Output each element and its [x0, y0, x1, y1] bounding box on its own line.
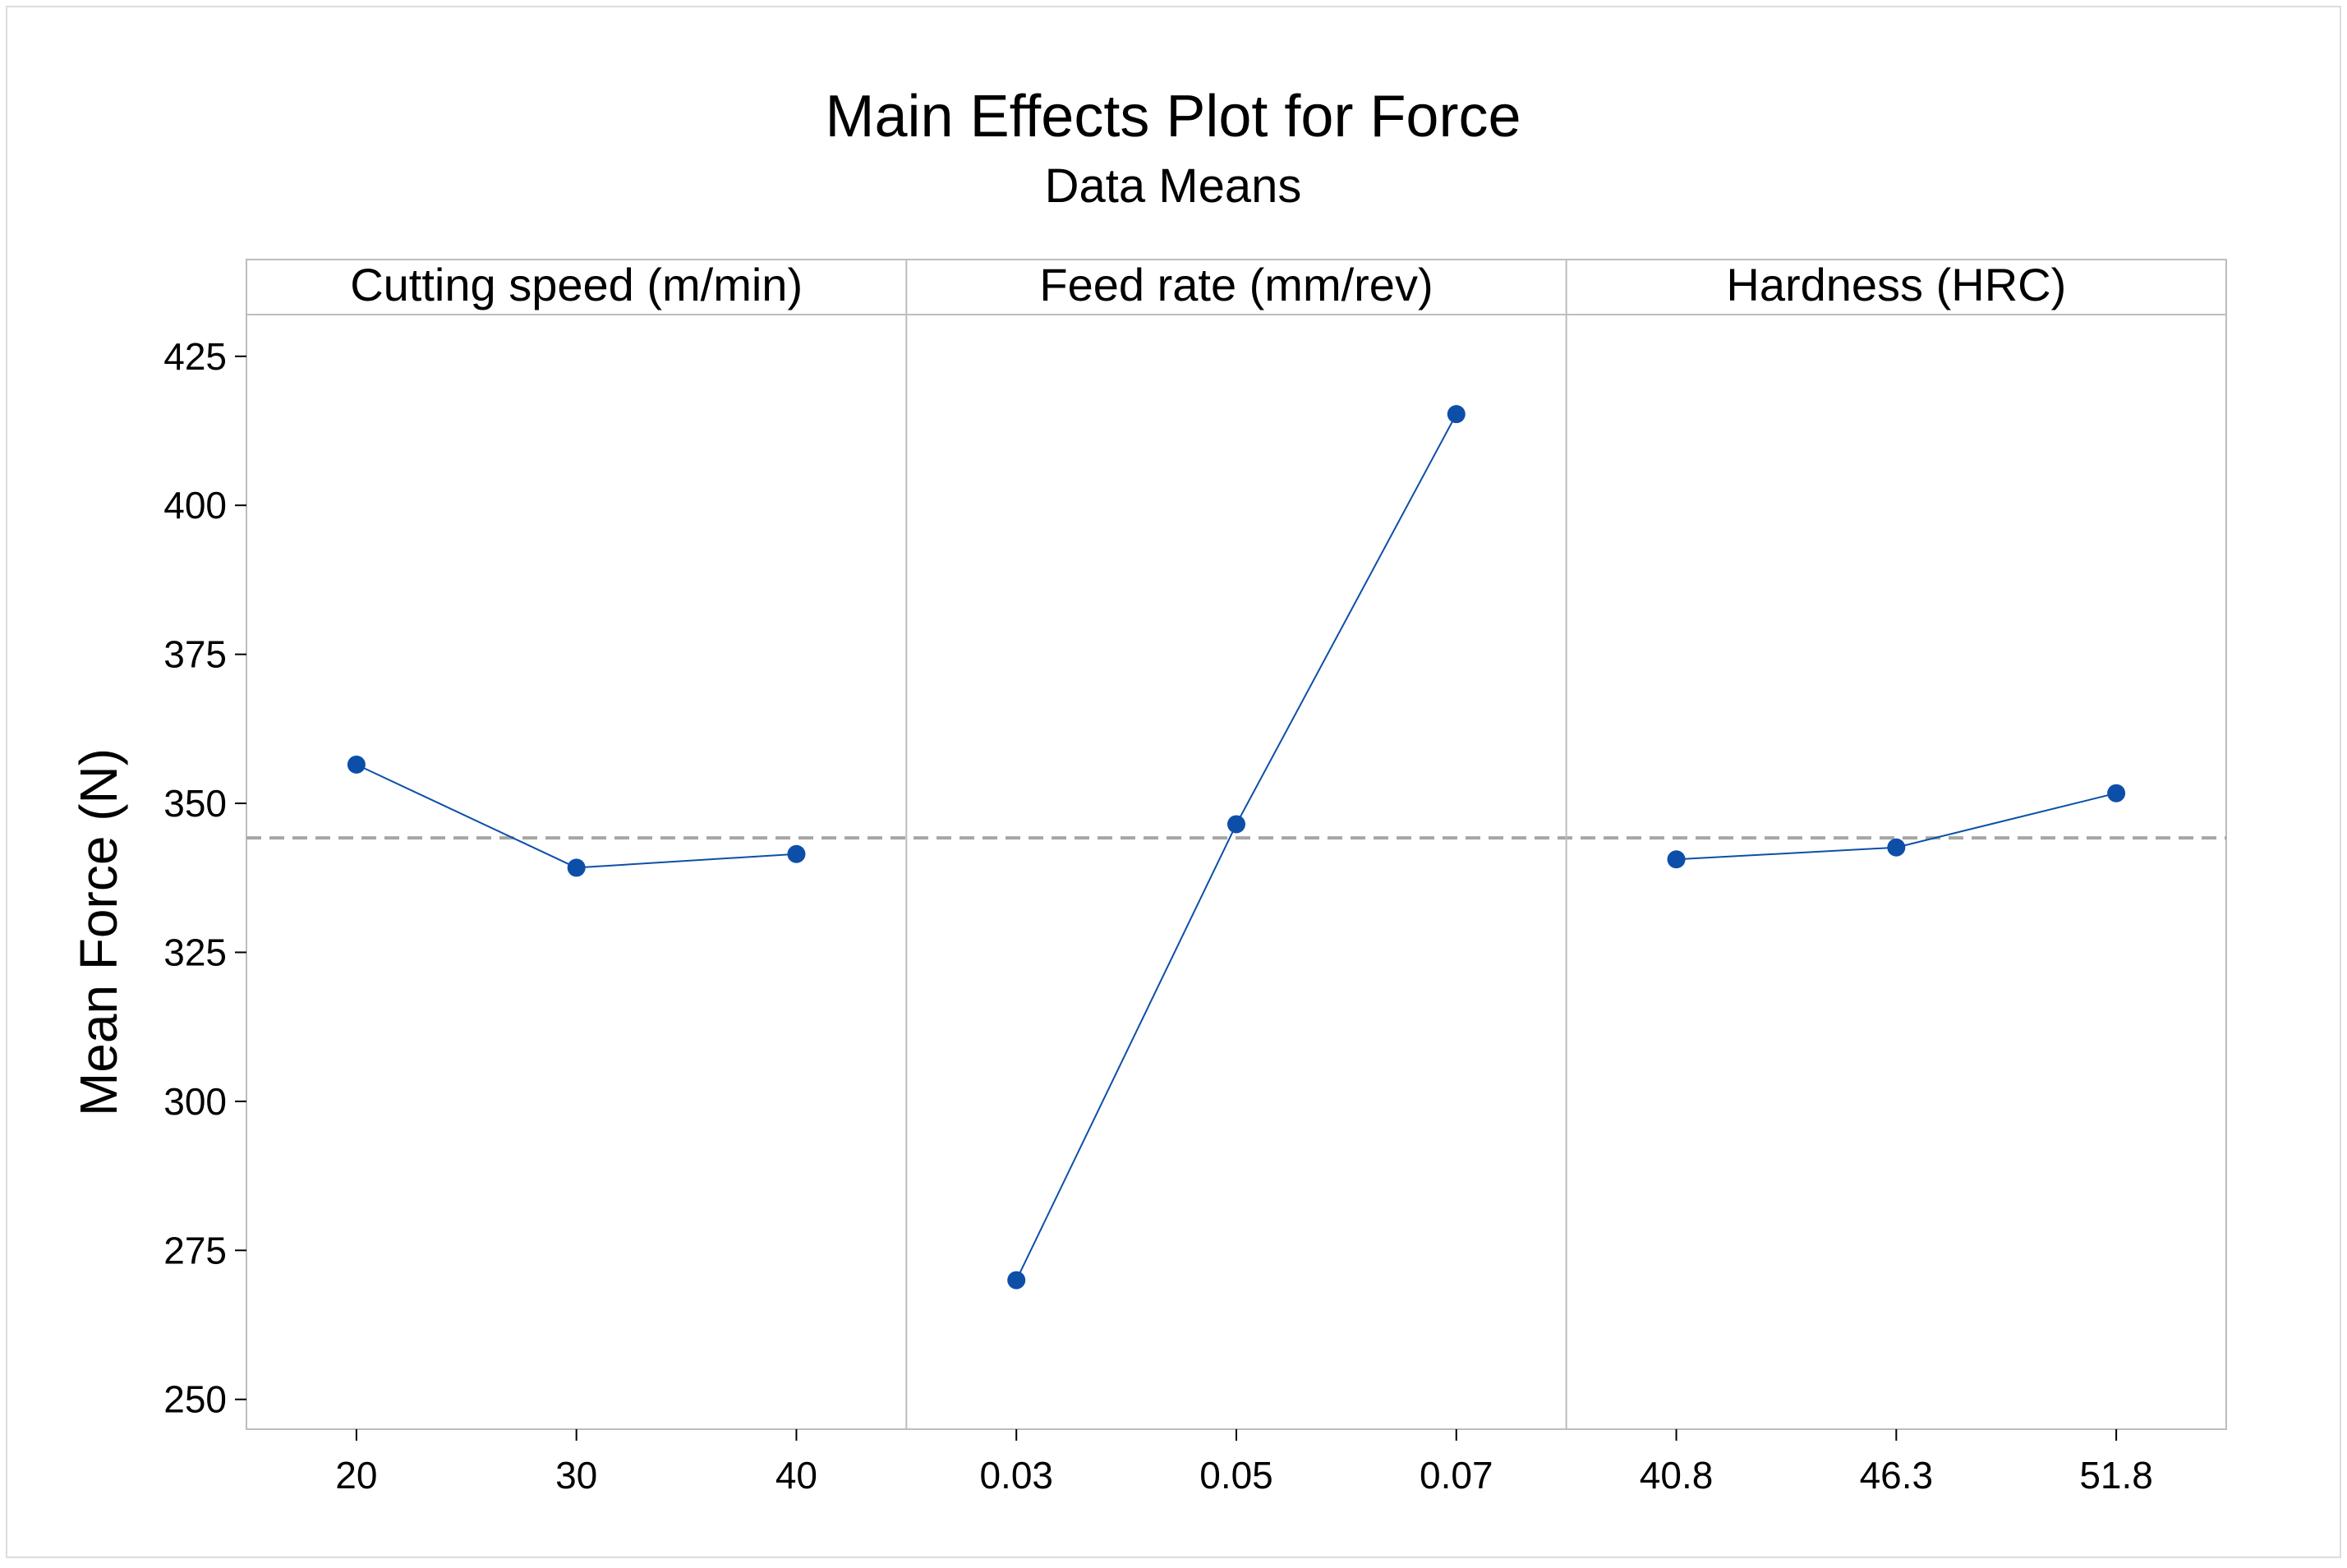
- x-tick-label: 51.8: [2079, 1454, 2153, 1497]
- data-point: [1667, 850, 1686, 869]
- data-point: [347, 755, 366, 774]
- x-tick-label: 46.3: [1860, 1454, 1934, 1497]
- panels-layer: 250 275 300 325 350 375 400 425 Cutting speed (m…: [163, 259, 2227, 1497]
- y-tick-label: 425: [163, 335, 227, 378]
- series-line-segment: [1896, 792, 2117, 848]
- chart-title: Main Effects Plot for Force: [826, 84, 1521, 149]
- x-tick-label: 40.8: [1640, 1454, 1714, 1497]
- panel-label: Cutting speed (m/min): [350, 259, 803, 310]
- y-tick-label: 375: [163, 633, 227, 676]
- series-line-segment: [356, 763, 578, 869]
- x-tick-label: 0.03: [979, 1454, 1053, 1497]
- y-tick-label: 300: [163, 1080, 227, 1123]
- y-axis-label: Mean Force (N): [69, 748, 128, 1116]
- y-tick-label: 350: [163, 782, 227, 825]
- series-line-segment: [1676, 846, 1897, 861]
- x-tick-label: 20: [335, 1454, 377, 1497]
- x-tick-label: 40: [775, 1454, 817, 1497]
- panel-label: Feed rate (mm/rev): [1039, 259, 1433, 310]
- series-line-segment: [576, 853, 797, 869]
- panel-label: Hardness (HRC): [1726, 259, 2066, 310]
- x-tick-label: 0.05: [1199, 1454, 1273, 1497]
- data-point: [2107, 784, 2126, 802]
- x-tick-label: 30: [555, 1454, 597, 1497]
- data-point: [1227, 815, 1245, 834]
- data-point: [1887, 838, 1906, 857]
- y-tick-label: 400: [163, 484, 227, 526]
- data-point: [567, 858, 586, 877]
- data-point: [1447, 405, 1466, 424]
- y-tick-label: 250: [163, 1378, 227, 1421]
- series-line-segment: [1236, 413, 1457, 825]
- data-point: [1007, 1271, 1026, 1290]
- data-point: [787, 844, 806, 863]
- y-tick-label: 325: [163, 931, 227, 973]
- panel-2: Feed rate (mm/rev) 0.03 0.05 0.07: [905, 259, 1493, 1497]
- x-tick-label: 0.07: [1420, 1454, 1493, 1497]
- panel-1: Cutting speed (m/min) 20 30 40: [335, 259, 817, 1497]
- y-tick-label: 275: [163, 1229, 227, 1271]
- series-line-segment: [1015, 824, 1237, 1281]
- chart-subtitle: Data Means: [1045, 159, 1302, 213]
- figure-border: [6, 6, 2341, 1558]
- panel-3: Hardness (HRC) 40.8 46.3 51.8: [1565, 259, 2153, 1497]
